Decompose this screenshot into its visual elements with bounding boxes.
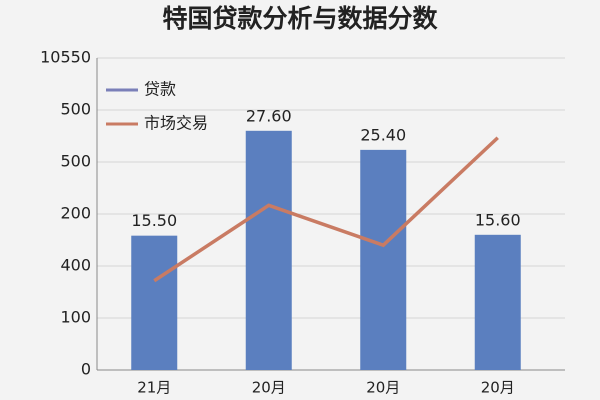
x-tick-label: 20月 xyxy=(366,379,400,397)
legend-label: 贷款 xyxy=(144,80,176,99)
data-label: 27.60 xyxy=(246,106,292,125)
bar xyxy=(245,130,292,370)
y-tick-label: 500 xyxy=(60,152,91,171)
bar xyxy=(360,149,407,370)
x-tick-label: 20月 xyxy=(481,379,515,397)
bar xyxy=(474,234,521,370)
data-label: 25.40 xyxy=(360,125,406,144)
y-tick-label: 0 xyxy=(81,360,91,379)
y-tick-label: 10550 xyxy=(40,48,91,67)
bar xyxy=(131,235,178,370)
x-tick-label: 20月 xyxy=(252,379,286,397)
y-tick-label: 100 xyxy=(60,308,91,327)
y-tick-label: 500 xyxy=(60,100,91,119)
line xyxy=(153,136,499,283)
data-label: 15.60 xyxy=(475,210,521,229)
legend-label: 市场交易 xyxy=(144,114,208,133)
x-tick-label: 21月 xyxy=(137,379,171,397)
data-label: 15.50 xyxy=(131,211,177,230)
chart-title: 特国贷款分析与数据分数 xyxy=(162,4,438,33)
y-tick-label: 200 xyxy=(60,204,91,223)
y-tick-label: 400 xyxy=(60,256,91,275)
